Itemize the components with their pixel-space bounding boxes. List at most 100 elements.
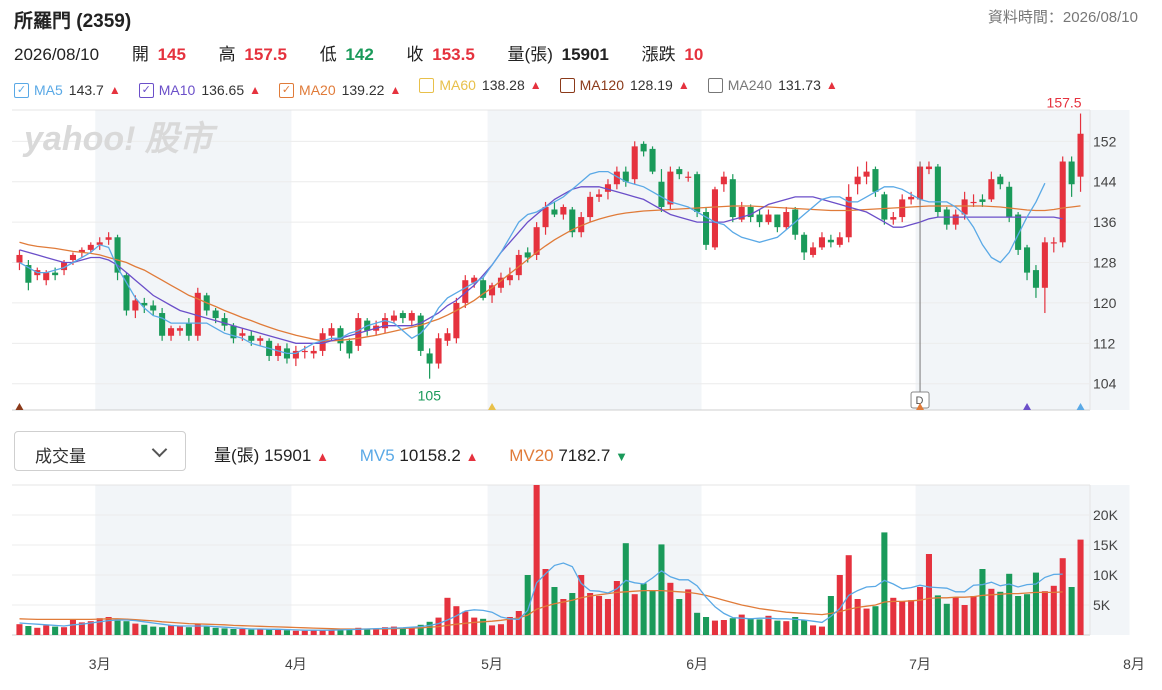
volume-bar bbox=[551, 587, 558, 635]
volume-bar bbox=[417, 624, 424, 635]
volume-bar bbox=[854, 599, 861, 635]
ma-legend-item-ma240[interactable]: MA240 131.73 ▲ bbox=[707, 77, 838, 93]
volume-bar bbox=[925, 554, 932, 635]
ma-legend-item-ma5[interactable]: ✓ MA5 143.7 ▲ bbox=[14, 82, 121, 98]
ma-legend-item-ma120[interactable]: MA120 128.19 ▲ bbox=[559, 77, 690, 93]
volume-bar bbox=[720, 620, 727, 635]
checkbox-icon[interactable]: ✓ bbox=[138, 82, 154, 98]
candle-body bbox=[925, 166, 932, 170]
candle-body bbox=[1068, 161, 1075, 185]
ma-legend-name: MA240 bbox=[727, 77, 773, 93]
checkbox-icon[interactable] bbox=[419, 77, 435, 93]
ma-legend-value: 136.65 bbox=[201, 82, 245, 98]
volume-legend: 量(張) 15901 ▲ MV5 10158.2 ▲ MV20 7182.7 ▼ bbox=[214, 441, 654, 466]
candle-body bbox=[310, 350, 317, 354]
ma-legend-item-ma10[interactable]: ✓ MA10 136.65 ▲ bbox=[138, 82, 262, 98]
vol-legend-item: 量(張) 15901 ▲ bbox=[214, 446, 334, 465]
volume-bar bbox=[560, 599, 567, 635]
volume-bar bbox=[801, 620, 808, 635]
candle-body bbox=[1024, 247, 1031, 273]
month-axis-label: 4月 bbox=[285, 656, 307, 672]
volume-bar bbox=[863, 608, 870, 635]
cross-marker-icon bbox=[916, 403, 925, 410]
volume-bar bbox=[480, 618, 487, 635]
candle-body bbox=[640, 143, 647, 152]
candle-body bbox=[239, 333, 246, 336]
candle-body bbox=[756, 214, 763, 223]
mv20-trend-icon: ▼ bbox=[615, 449, 628, 464]
ma-legend-value: 128.19 bbox=[629, 77, 673, 93]
volume-bar bbox=[667, 582, 674, 635]
volume-bar bbox=[658, 544, 665, 635]
ma10-line bbox=[19, 186, 1063, 344]
volume-bar bbox=[997, 591, 1004, 635]
candle-body bbox=[141, 302, 148, 306]
volume-bar bbox=[399, 627, 406, 635]
volume-bar bbox=[631, 594, 638, 635]
candle-body bbox=[480, 280, 487, 298]
candle-body bbox=[453, 302, 460, 339]
volume-bar bbox=[87, 621, 94, 635]
candle-body bbox=[1050, 242, 1057, 244]
volume-bar bbox=[685, 589, 692, 635]
open-label: 開 bbox=[131, 45, 149, 64]
candle-body bbox=[61, 262, 68, 271]
volume-bar bbox=[346, 629, 353, 635]
candle-body bbox=[426, 353, 433, 364]
candle-body bbox=[685, 176, 692, 178]
checkbox-icon[interactable]: ✓ bbox=[279, 82, 295, 98]
volume-bar bbox=[275, 629, 282, 635]
month-axis-label: 8月 bbox=[1123, 656, 1145, 672]
candle-body bbox=[542, 206, 549, 228]
volume-bar bbox=[114, 620, 121, 635]
ma-legend-item-ma60[interactable]: MA60 138.28 ▲ bbox=[419, 77, 542, 93]
indicator-dropdown[interactable]: 成交量 bbox=[14, 431, 186, 471]
ma-legend-item-ma20[interactable]: ✓ MA20 139.22 ▲ bbox=[279, 82, 401, 98]
candle-body bbox=[114, 237, 121, 273]
volume-bar bbox=[337, 629, 344, 635]
trend-up-icon: ▲ bbox=[249, 83, 262, 97]
volume-bar bbox=[328, 630, 335, 635]
volume-bar bbox=[43, 625, 50, 635]
checkbox-icon[interactable] bbox=[707, 77, 723, 93]
candle-body bbox=[408, 313, 415, 321]
volume-bar bbox=[266, 629, 273, 635]
price-tick-label: 120 bbox=[1093, 295, 1117, 311]
candle-body bbox=[328, 328, 335, 336]
candle-body bbox=[783, 212, 790, 228]
volume-bar bbox=[257, 629, 264, 635]
trend-up-icon: ▲ bbox=[108, 83, 121, 97]
candle-body bbox=[845, 196, 852, 238]
month-band bbox=[915, 110, 1130, 410]
ma-legend-value: 143.7 bbox=[68, 82, 104, 98]
month-band bbox=[915, 485, 1130, 635]
volume-bar bbox=[703, 617, 710, 635]
price-tick-label: 112 bbox=[1093, 335, 1116, 351]
volume-bar bbox=[364, 629, 371, 635]
candle-body bbox=[506, 275, 513, 281]
volume-tick-label: 20K bbox=[1093, 507, 1119, 523]
volume-bar bbox=[1024, 594, 1031, 635]
volume-bar bbox=[185, 627, 192, 635]
volume-bar bbox=[765, 615, 772, 635]
volume-bar bbox=[283, 630, 290, 635]
candle-body bbox=[881, 194, 888, 220]
volume-bar bbox=[105, 617, 112, 635]
checkbox-icon[interactable]: ✓ bbox=[14, 82, 29, 98]
volume-bar bbox=[319, 630, 326, 635]
candle-body bbox=[399, 313, 406, 319]
candle-body bbox=[631, 146, 638, 180]
candle-body bbox=[997, 176, 1004, 185]
volume-bar bbox=[756, 619, 763, 635]
volume-bar bbox=[988, 588, 995, 635]
candle-body bbox=[560, 206, 567, 215]
candle-body bbox=[230, 325, 237, 339]
candle-body bbox=[1059, 161, 1066, 243]
volume-bar bbox=[533, 485, 540, 635]
volume-tick-label: 15K bbox=[1093, 537, 1119, 553]
quote-date: 2026/08/10 bbox=[14, 45, 100, 64]
volume-bar bbox=[506, 617, 513, 635]
volume-bar bbox=[569, 593, 576, 635]
checkbox-icon[interactable] bbox=[559, 77, 575, 93]
